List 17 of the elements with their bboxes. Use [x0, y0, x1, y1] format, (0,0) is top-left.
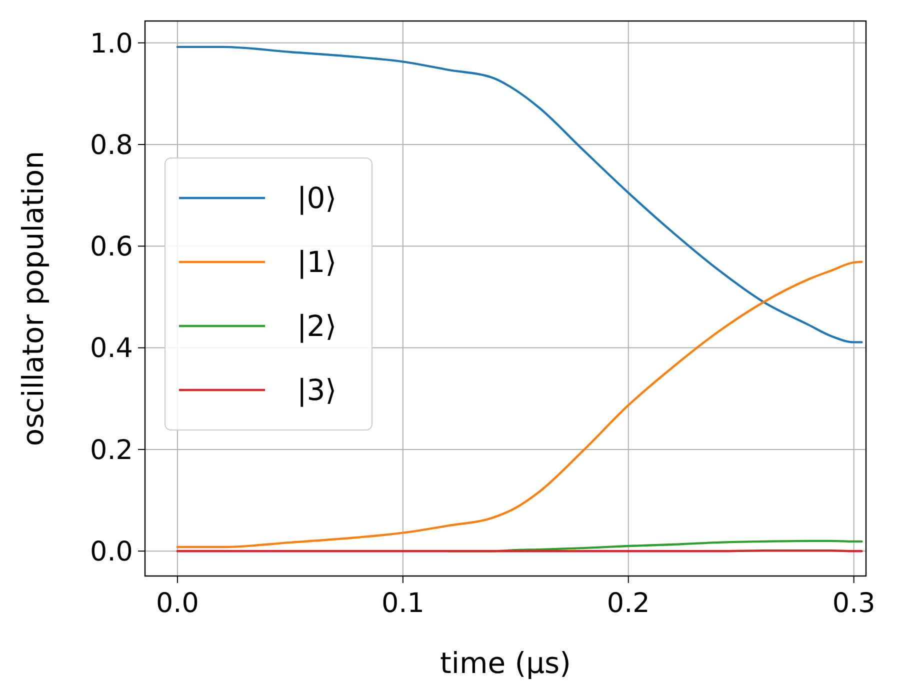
- line-series: [176, 46, 863, 344]
- x-tick-label: 0.2: [606, 588, 650, 619]
- legend-label: |3⟩: [297, 373, 337, 408]
- y-tick-label: 0.8: [90, 130, 133, 161]
- y-tick-label: 0.0: [90, 536, 133, 568]
- y-tick-label: 0.4: [90, 333, 133, 364]
- y-tick-label: 1.0: [90, 28, 133, 60]
- y-tick-label: 0.6: [90, 232, 133, 263]
- y-axis-title: oscillator population: [16, 150, 50, 446]
- x-tick-label: 0.0: [156, 588, 199, 619]
- x-axis-title: time (μs): [440, 646, 571, 680]
- legend-label: |0⟩: [297, 181, 337, 216]
- x-tick-label: 0.3: [832, 588, 876, 619]
- x-tick-label: 0.1: [381, 588, 424, 619]
- legend-label: |1⟩: [297, 245, 337, 280]
- y-tick-label: 0.2: [90, 434, 133, 466]
- legend-label: |2⟩: [297, 309, 337, 344]
